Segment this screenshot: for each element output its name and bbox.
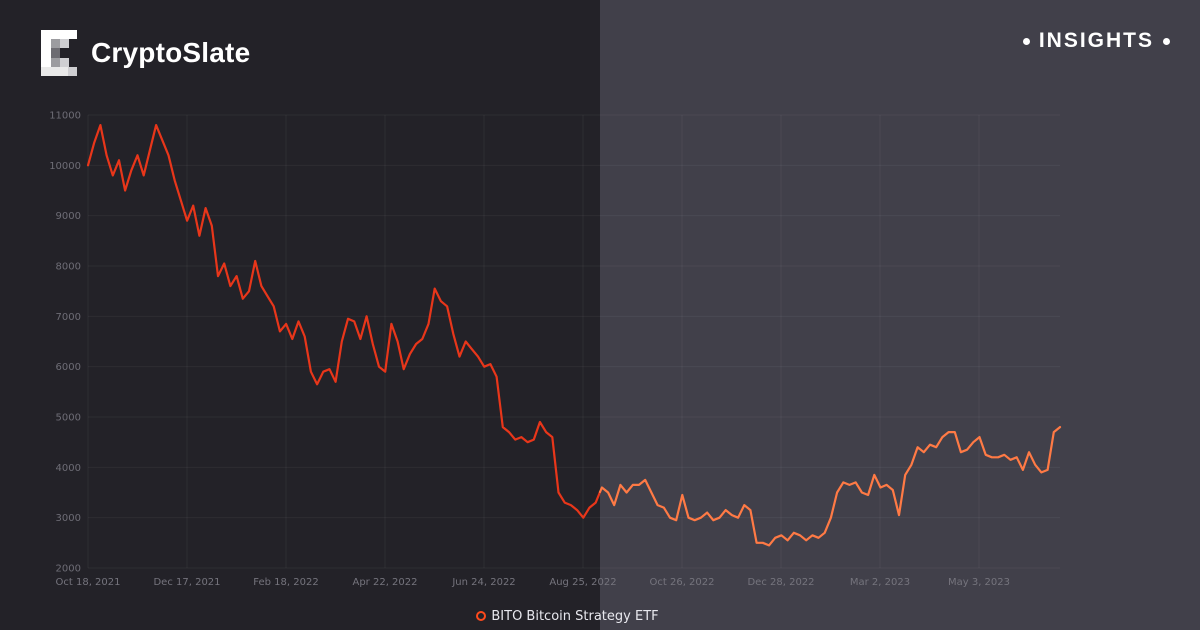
y-tick-label: 5000	[56, 413, 81, 424]
x-tick-label: Oct 18, 2021	[56, 577, 121, 588]
x-tick-label: Aug 25, 2022	[549, 577, 616, 588]
x-tick-label: Mar 2, 2023	[850, 577, 910, 588]
brand-name: CryptoSlate	[91, 37, 251, 68]
y-tick-label: 3000	[56, 513, 81, 524]
x-tick-label: Apr 22, 2022	[352, 577, 417, 588]
grid-lines	[87, 114, 1060, 569]
legend-marker-icon	[476, 611, 487, 621]
insights-label: INSIGHTS	[1038, 29, 1154, 52]
x-tick-label: Dec 28, 2022	[747, 577, 814, 588]
x-tick-label: May 3, 2023	[948, 577, 1010, 588]
cryptoslate-logo-icon	[41, 30, 77, 76]
x-tick-label: Oct 26, 2022	[650, 577, 715, 588]
dark-left-panel	[0, 0, 600, 630]
chart-legend[interactable]: BITO Bitcoin Strategy ETF	[0, 607, 1200, 625]
dot-right	[1163, 37, 1170, 45]
y-tick-label: 6000	[56, 362, 81, 373]
series-line-left	[86, 124, 602, 519]
x-tick-label: Dec 17, 2021	[153, 577, 220, 588]
insights-badge: INSIGHTS	[1022, 29, 1170, 53]
y-tick-label: 9000	[56, 211, 81, 222]
y-tick-label: 4000	[56, 463, 81, 474]
x-axis-ticks: Oct 18, 2021 Dec 17, 2021 Feb 18, 2022 Apr …	[56, 577, 1011, 588]
y-tick-label: 10000	[49, 161, 81, 172]
y-axis-ticks: 2000 3000 4000 5000 6000 7000 8000 9000 10000 110…	[49, 111, 81, 575]
dot-left	[1022, 37, 1030, 45]
x-tick-label: Feb 18, 2022	[253, 577, 318, 588]
series-line-right	[598, 426, 1062, 547]
y-tick-label: 2000	[56, 564, 81, 575]
x-tick-label: Jun 24, 2022	[451, 577, 515, 588]
series-line	[86, 124, 1062, 547]
y-tick-label: 11000	[49, 111, 81, 122]
legend-label: BITO Bitcoin Strategy ETF	[491, 608, 659, 624]
y-tick-label: 7000	[56, 312, 81, 323]
y-tick-label: 8000	[56, 262, 81, 273]
brand[interactable]: CryptoSlate	[41, 30, 250, 76]
